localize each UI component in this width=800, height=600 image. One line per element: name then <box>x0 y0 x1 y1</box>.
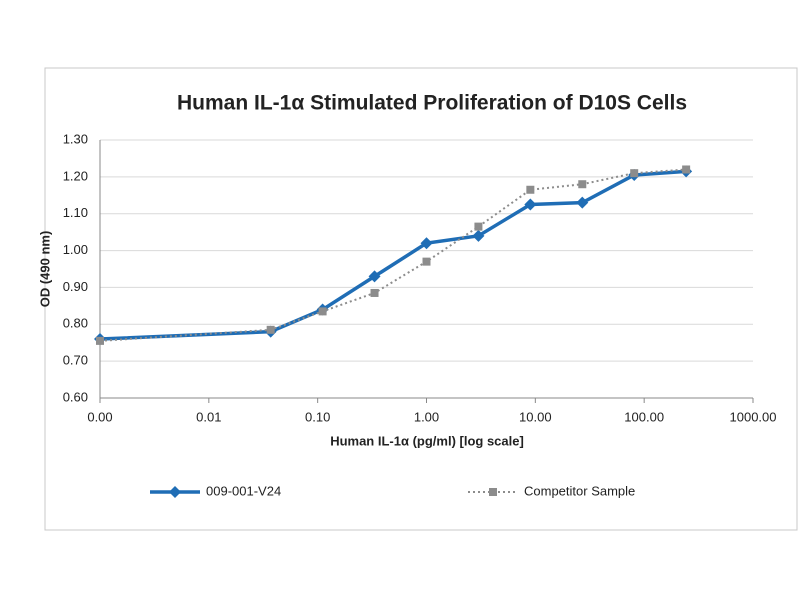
chart-title: Human IL-1α Stimulated Proliferation of … <box>177 92 687 115</box>
x-axis-title: Human IL-1α (pg/ml) [log scale] <box>330 433 524 448</box>
legend-label: Competitor Sample <box>524 483 635 498</box>
data-point <box>526 185 535 194</box>
data-point <box>578 180 587 189</box>
x-tick-label: 100.00 <box>624 409 664 424</box>
x-tick-label: 0.10 <box>305 409 330 424</box>
data-point <box>524 198 537 211</box>
data-point <box>420 237 433 250</box>
data-point <box>96 336 104 345</box>
legend-marker <box>489 488 497 496</box>
chart-border <box>44 67 798 531</box>
data-point <box>682 165 691 174</box>
y-tick-label: 0.80 <box>63 316 88 331</box>
x-tick-label: 1000.00 <box>730 409 777 424</box>
y-tick-label: 0.90 <box>63 279 88 294</box>
data-point <box>318 307 327 316</box>
y-tick-label: 0.70 <box>63 353 88 368</box>
data-point <box>422 257 431 266</box>
series-line <box>99 169 687 341</box>
data-point <box>576 196 589 209</box>
data-point <box>370 288 379 297</box>
y-tick-label: 1.10 <box>63 205 88 220</box>
y-tick-label: 0.60 <box>63 389 88 404</box>
y-tick-label: 1.30 <box>63 131 88 146</box>
y-tick-label: 1.00 <box>63 242 88 257</box>
x-tick-label: 1.00 <box>414 409 439 424</box>
data-point <box>630 169 639 178</box>
x-tick-label: 0.00 <box>87 409 112 424</box>
legend-label: 009-001-V24 <box>206 483 281 498</box>
data-point <box>474 222 483 231</box>
y-tick-label: 1.20 <box>63 168 88 183</box>
x-tick-label: 10.00 <box>519 409 552 424</box>
legend-marker <box>169 486 181 498</box>
x-tick-label: 0.01 <box>196 409 221 424</box>
data-point <box>472 229 485 242</box>
data-point <box>368 270 381 283</box>
y-axis-title: OD (490 nm) <box>37 231 52 308</box>
data-point <box>266 325 275 334</box>
series-line <box>99 168 687 342</box>
